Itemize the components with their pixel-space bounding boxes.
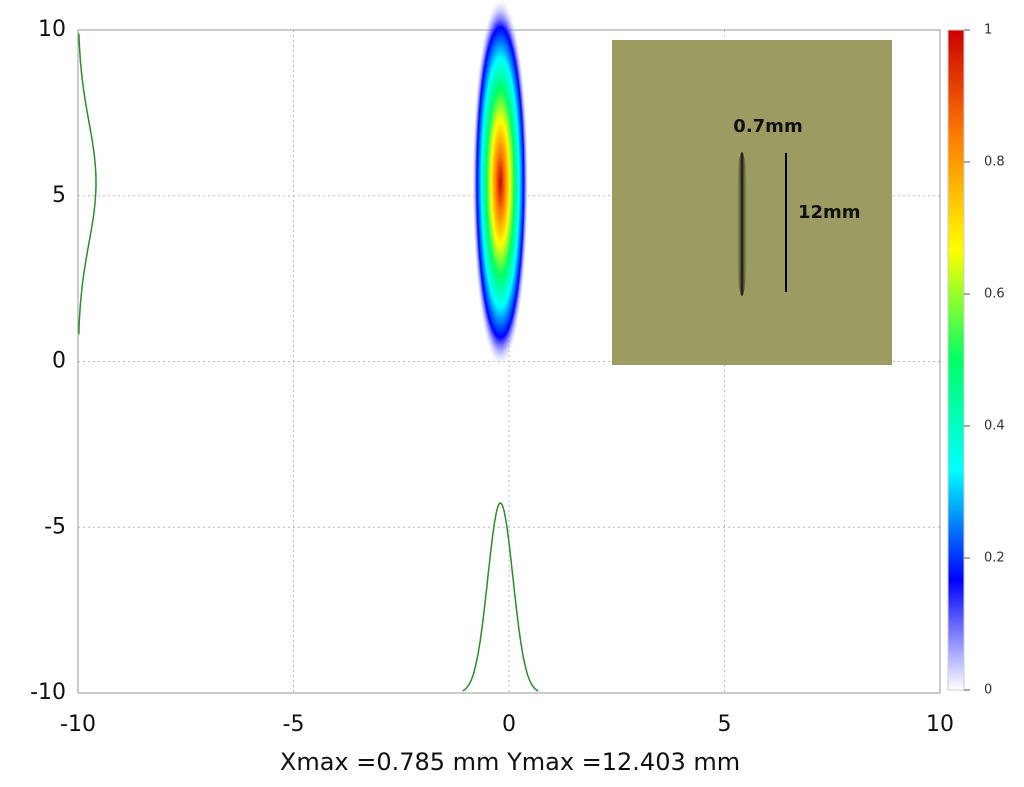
y-tick-label: 5 xyxy=(52,183,66,208)
y-tick-label: -10 xyxy=(30,680,66,705)
inset: 0.7mm 12mm xyxy=(612,40,892,365)
colorbar-tick-label: 1 xyxy=(984,23,992,38)
inset-label: 12mm xyxy=(798,202,861,223)
colorbar-tick-label: 0.6 xyxy=(984,287,1005,302)
y-tick-label: 10 xyxy=(38,17,66,42)
colorbar-tick-label: 0.4 xyxy=(984,419,1005,434)
x-tick-label: -10 xyxy=(60,712,96,737)
y-profile xyxy=(78,33,97,335)
x-profile xyxy=(462,502,539,692)
y-tick-label: -5 xyxy=(44,514,66,539)
colorbar-tick-label: 0.2 xyxy=(984,551,1005,566)
x-tick-label: -5 xyxy=(283,712,305,737)
x-tick-label: 10 xyxy=(926,712,954,737)
inset-label: 0.7mm xyxy=(733,116,802,137)
x-tick-label: 0 xyxy=(502,712,516,737)
y-tick-label: 0 xyxy=(52,349,66,374)
x-tick-label: 5 xyxy=(718,712,732,737)
colorbar-tick-label: 0.8 xyxy=(984,155,1005,170)
footer: Xmax =0.785 mm Ymax =12.403 mm xyxy=(280,748,740,776)
colorbar-tick-label: 0 xyxy=(984,683,992,698)
inset-image xyxy=(612,40,892,365)
colorbar xyxy=(947,29,965,691)
inset-streak xyxy=(736,152,748,296)
beam-spot xyxy=(467,0,534,402)
